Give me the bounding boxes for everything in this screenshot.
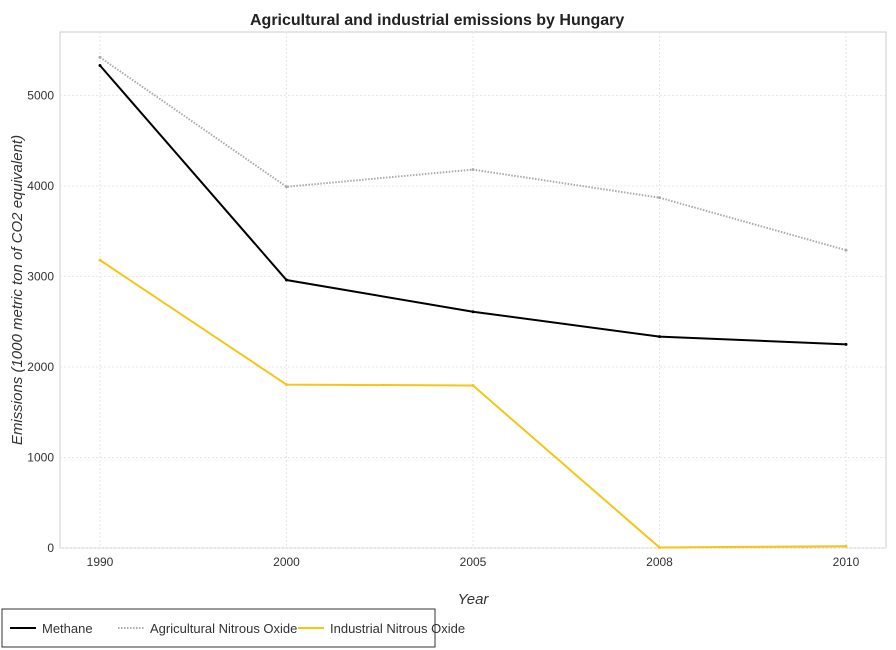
data-point — [471, 384, 475, 388]
y-axis-ticks: 0 1000 2000 3000 4000 5000 — [27, 88, 54, 555]
data-point — [285, 278, 288, 282]
legend-label: Agricultural Nitrous Oxide — [150, 621, 297, 636]
x-tick-label: 1990 — [87, 555, 114, 569]
x-axis-ticks: 1990 2000 2005 2008 2010 — [87, 555, 860, 569]
data-point — [285, 185, 288, 189]
legend: Methane Agricultural Nitrous Oxide Industr… — [1, 608, 465, 648]
legend-label: Industrial Nitrous Oxide — [330, 621, 465, 636]
y-tick-label: 5000 — [27, 88, 54, 102]
data-point — [844, 248, 848, 252]
y-tick-label: 0 — [47, 541, 54, 555]
y-tick-label: 4000 — [27, 179, 54, 193]
x-tick-label: 2005 — [460, 555, 487, 569]
data-point — [658, 196, 661, 200]
x-tick-label: 2000 — [273, 555, 300, 569]
chart-title: Agricultural and industrial emissions by… — [250, 12, 624, 29]
legend-box — [1, 608, 436, 648]
data-point — [658, 546, 661, 550]
y-tick-label: 3000 — [27, 269, 54, 283]
series-lines — [98, 55, 848, 550]
data-point — [844, 342, 848, 346]
data-point — [98, 258, 102, 262]
data-point — [471, 310, 475, 314]
y-tick-label: 2000 — [27, 360, 54, 374]
data-point — [471, 168, 475, 172]
data-point — [98, 55, 102, 59]
grid-lines — [60, 32, 886, 549]
x-tick-label: 2010 — [833, 555, 860, 569]
data-point — [285, 383, 288, 387]
y-axis-label: Emissions (1000 metric ton of CO2 equiva… — [9, 135, 26, 445]
data-point — [98, 63, 102, 67]
legend-label: Methane — [42, 621, 93, 636]
y-tick-label: 1000 — [27, 450, 54, 464]
data-point — [844, 544, 848, 548]
x-axis-label: Year — [458, 591, 490, 608]
x-tick-label: 2008 — [646, 555, 673, 569]
data-point — [658, 335, 661, 339]
